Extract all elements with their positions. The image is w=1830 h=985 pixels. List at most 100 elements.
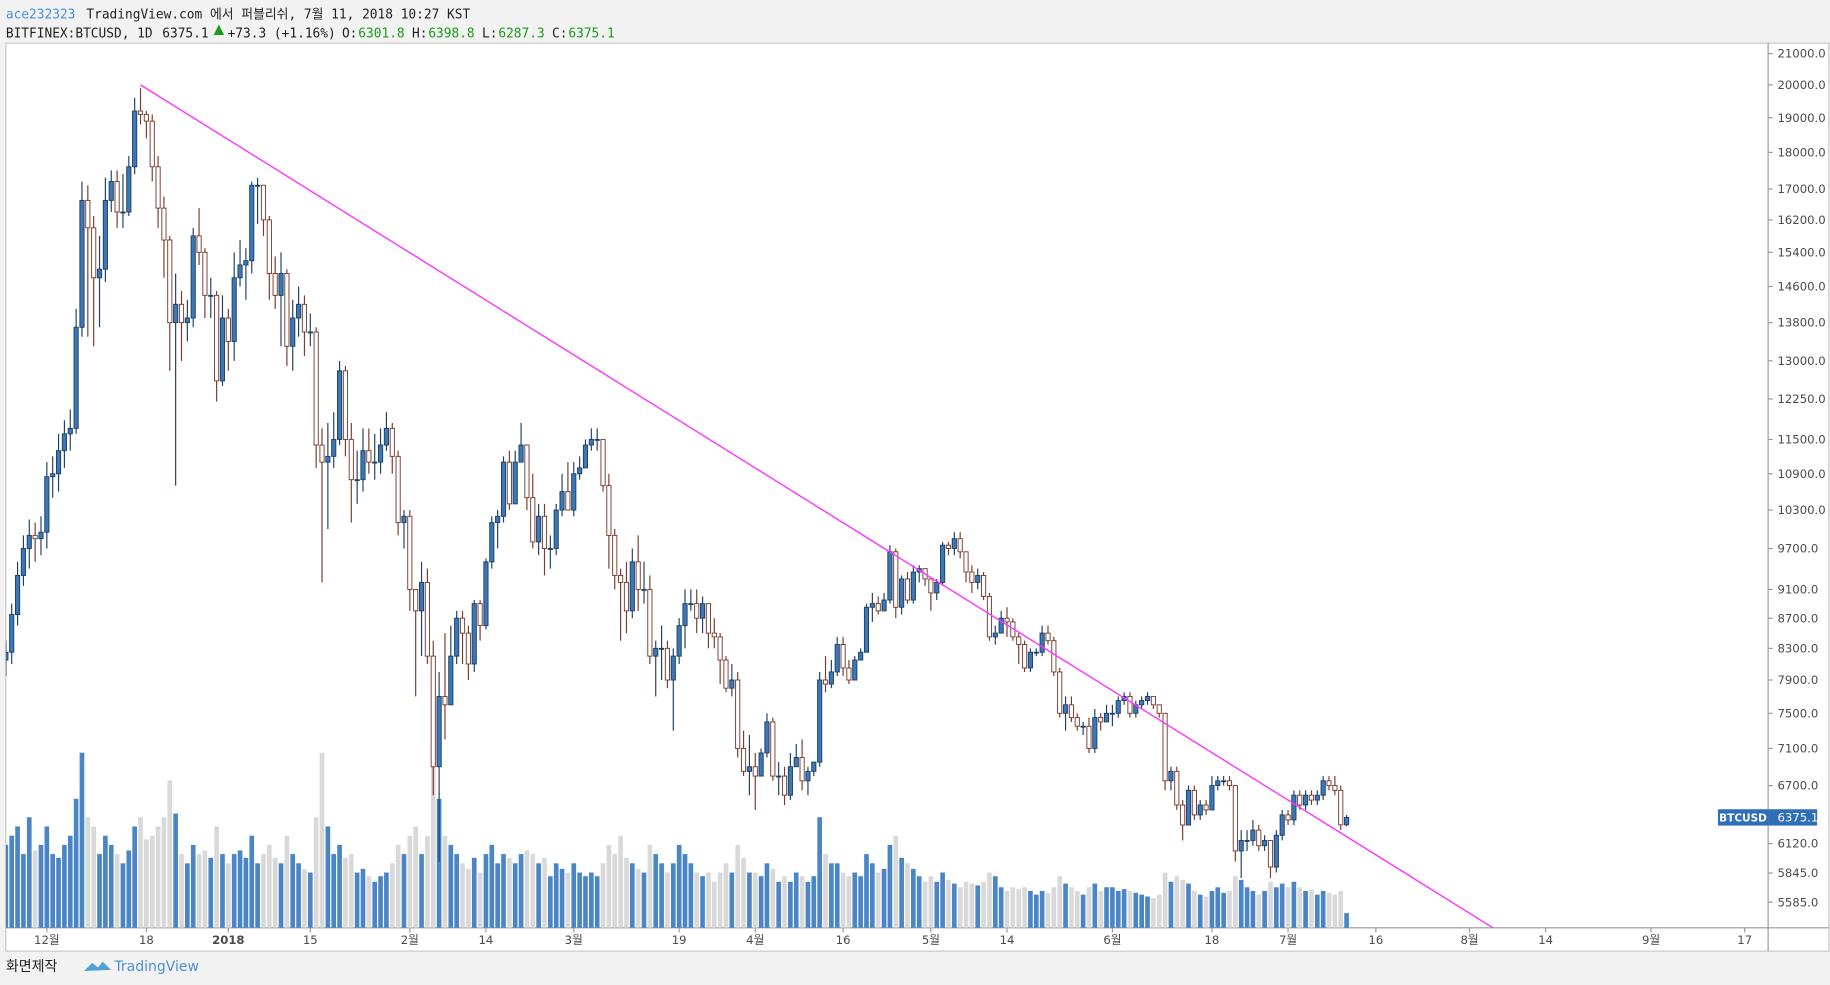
candle-body: [787, 766, 793, 796]
volume-bar: [507, 857, 512, 928]
candle-body: [805, 770, 811, 782]
candle-body: [530, 497, 536, 543]
volume-bar: [823, 854, 828, 928]
candle-body: [15, 575, 21, 615]
published: TradingView.com 에서 퍼블리쉬, 7월 11, 2018 10:…: [86, 8, 470, 23]
candle-body: [126, 166, 132, 213]
volume-bar: [407, 835, 413, 928]
brand[interactable]: TradingView: [113, 959, 199, 975]
volume-bar: [1244, 887, 1250, 928]
candle-body: [424, 581, 430, 657]
candle-body: [758, 752, 764, 777]
candle-body: [372, 461, 378, 464]
volume-bar: [337, 844, 342, 928]
volume-bar: [26, 817, 32, 928]
candle-body: [208, 294, 214, 297]
volume-bar: [1297, 887, 1303, 928]
volume-bar: [489, 844, 495, 928]
y-tick-label: 19000.0: [1777, 111, 1825, 125]
candle-body: [1197, 804, 1203, 816]
candle-body: [249, 184, 255, 262]
volume-bar: [1338, 890, 1344, 928]
candle-body: [975, 575, 981, 583]
volume-bar: [1268, 881, 1273, 928]
chart-frame: [5, 42, 1830, 952]
volume-bar: [635, 868, 641, 928]
y-tick-label: 18000.0: [1777, 145, 1825, 159]
candle-body: [459, 617, 466, 634]
x-tick-label: 15: [303, 933, 318, 947]
candle-body: [969, 571, 975, 583]
volume-bar: [144, 839, 149, 928]
brand-logo[interactable]: [84, 961, 111, 971]
volume-bar: [752, 872, 758, 928]
volume-bar: [56, 857, 61, 928]
volume-bar: [103, 835, 108, 928]
volume-bar: [1156, 894, 1162, 928]
volume-bar: [600, 863, 606, 928]
user[interactable]: ace232323: [6, 8, 76, 23]
volume-bar: [735, 844, 741, 928]
candle-body: [284, 273, 290, 347]
candle-body: [108, 181, 114, 201]
y-tick-label: 13800.0: [1777, 316, 1825, 330]
candle-body: [9, 614, 15, 653]
candle-body: [817, 679, 823, 763]
candle-body: [1232, 785, 1238, 852]
candle-body: [348, 438, 354, 481]
volume-bar: [9, 835, 15, 928]
volume-bar: [1121, 889, 1127, 928]
last-price: 6375.1: [162, 26, 208, 41]
candle-body: [588, 438, 594, 446]
candle-body: [307, 331, 313, 334]
volume-bar: [395, 844, 401, 928]
candle-body: [354, 479, 360, 482]
volume-bar: [530, 854, 536, 928]
volume-bar: [1233, 876, 1238, 928]
candle-body: [161, 207, 167, 241]
candle-body: [512, 461, 518, 505]
candle-body: [436, 695, 442, 768]
volume-bar: [1139, 894, 1145, 928]
x-tick-label: 14: [479, 933, 494, 947]
volume-bar: [588, 872, 594, 928]
candle-body: [1162, 712, 1168, 782]
volume-bar: [436, 798, 442, 928]
volume-bar: [940, 872, 945, 928]
candle-body: [137, 110, 144, 115]
y-tick-label: 7900.0: [1777, 673, 1818, 687]
volume-bar: [1314, 894, 1320, 928]
volume-bar: [1051, 887, 1057, 928]
candle-body: [79, 199, 85, 328]
volume-bar: [448, 844, 454, 928]
candle-body: [178, 303, 185, 324]
candle-body: [413, 588, 419, 612]
volume-bar: [553, 863, 559, 928]
volume-bar: [67, 835, 73, 928]
volume-bar: [764, 863, 770, 928]
candle-body: [1051, 640, 1057, 673]
x-tick-label: 14: [1538, 933, 1553, 947]
volume-bar: [372, 881, 378, 928]
x-tick-label: 14: [1000, 933, 1015, 947]
candle-body: [869, 603, 875, 608]
volume-bar: [226, 863, 231, 928]
candle-body: [577, 467, 583, 475]
candle-body: [594, 438, 600, 441]
volume-bar: [834, 863, 840, 928]
candle-body: [471, 603, 477, 665]
volume-bar: [255, 863, 260, 928]
candle-body: [887, 551, 893, 601]
volume-bar: [858, 876, 863, 928]
volume-bar: [992, 876, 998, 928]
volume-bar: [969, 883, 975, 928]
volume-bar: [149, 835, 155, 928]
volume-bar: [1063, 883, 1068, 928]
candle-body: [301, 303, 308, 333]
volume-bar: [647, 844, 653, 928]
volume-bar: [922, 881, 928, 928]
volume-bar: [659, 863, 664, 928]
volume-bar: [577, 872, 582, 928]
candle-body: [102, 199, 108, 270]
volume-bar: [706, 872, 711, 928]
